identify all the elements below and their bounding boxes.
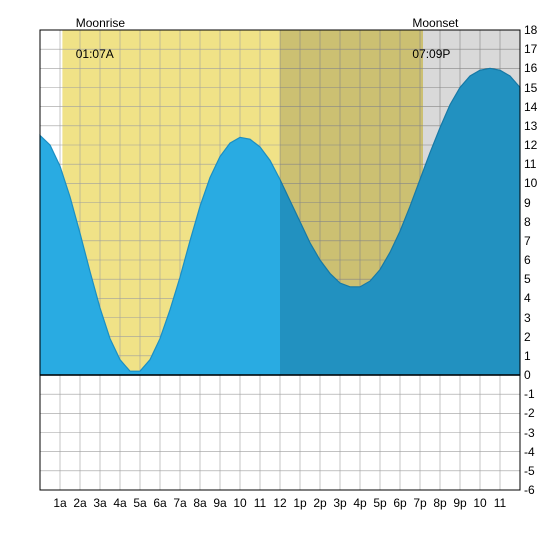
x-tick-label: 7p [410,496,430,510]
y-tick-label: 11 [524,157,548,171]
y-tick-label: 12 [524,138,548,152]
x-tick-label: 10 [470,496,490,510]
y-tick-label: 14 [524,100,548,114]
y-tick-label: -4 [524,445,548,459]
x-tick-label: 3a [90,496,110,510]
x-tick-label: 10 [230,496,250,510]
x-tick-label: 4p [350,496,370,510]
x-tick-label: 6p [390,496,410,510]
y-tick-label: 4 [524,291,548,305]
y-tick-label: -5 [524,464,548,478]
tide-moon-chart: Moonrise 01:07A Moonset 07:09P -6 -5 -4 -3 -… [0,0,550,550]
x-tick-label: 5a [130,496,150,510]
y-tick-label: -2 [524,406,548,420]
moonset-value: 07:09P [412,47,450,61]
y-tick-label: 9 [524,196,548,210]
x-tick-label: 2p [310,496,330,510]
x-tick-label: 9p [450,496,470,510]
x-tick-label: 8p [430,496,450,510]
x-tick-label: 11 [250,496,270,510]
y-tick-label: 18 [524,23,548,37]
x-tick-label: 11 [490,496,510,510]
x-tick-label: 12 [270,496,290,510]
y-tick-label: 2 [524,330,548,344]
x-tick-label: 1p [290,496,310,510]
moonset-title: Moonset [412,16,458,30]
y-tick-label: 1 [524,349,548,363]
moonrise-label: Moonrise 01:07A [62,0,125,78]
x-tick-label: 5p [370,496,390,510]
x-tick-label: 6a [150,496,170,510]
x-tick-label: 3p [330,496,350,510]
y-tick-label: 7 [524,234,548,248]
y-tick-label: 16 [524,61,548,75]
x-tick-label: 9a [210,496,230,510]
x-tick-label: 7a [170,496,190,510]
x-tick-label: 1a [50,496,70,510]
x-tick-label: 2a [70,496,90,510]
y-tick-label: 13 [524,119,548,133]
y-tick-label: 6 [524,253,548,267]
night-overlay [280,30,520,375]
chart-canvas [0,0,550,550]
moonrise-title: Moonrise [76,16,125,30]
moonset-label: Moonset 07:09P [399,0,458,78]
y-tick-label: 17 [524,42,548,56]
y-tick-label: 0 [524,368,548,382]
y-tick-label: -1 [524,387,548,401]
x-tick-label: 4a [110,496,130,510]
moonrise-value: 01:07A [76,47,114,61]
y-tick-label: -3 [524,426,548,440]
y-tick-label: 3 [524,311,548,325]
y-tick-label: 15 [524,81,548,95]
y-tick-label: 10 [524,176,548,190]
y-tick-label: 5 [524,272,548,286]
y-tick-label: -6 [524,483,548,497]
x-tick-label: 8a [190,496,210,510]
y-tick-label: 8 [524,215,548,229]
